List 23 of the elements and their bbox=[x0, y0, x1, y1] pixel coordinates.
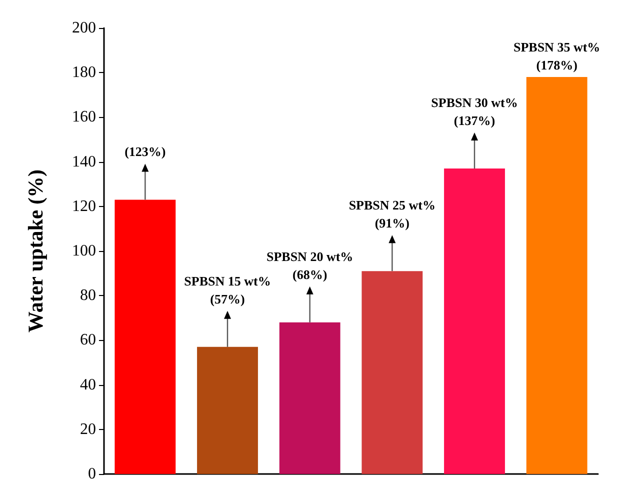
y-tick-label: 60 bbox=[80, 332, 96, 349]
bar bbox=[279, 322, 340, 474]
y-tick-label: 140 bbox=[72, 153, 96, 170]
bar bbox=[526, 77, 588, 474]
y-tick-label: 0 bbox=[88, 466, 96, 482]
y-axis-title: Water uptake (%) bbox=[24, 170, 48, 332]
y-tick-label: 120 bbox=[72, 198, 96, 215]
bar bbox=[197, 346, 258, 474]
y-tick-label: 160 bbox=[72, 108, 96, 126]
data-label: SPBSN 35 wt% (178%) bbox=[513, 40, 600, 73]
y-tick-label: 80 bbox=[80, 287, 96, 304]
data-label: SPBSN 15 wt% (57%) bbox=[184, 273, 271, 306]
data-label: (123%) bbox=[124, 144, 166, 160]
y-tick-label: 200 bbox=[72, 20, 96, 36]
bar bbox=[444, 168, 505, 474]
y-tick-label: 180 bbox=[72, 64, 96, 82]
y-tick-label: 20 bbox=[80, 420, 96, 438]
data-label: SPBSN 30 wt% (137%) bbox=[431, 94, 518, 128]
bar bbox=[114, 200, 176, 474]
data-label: SPBSN 25 wt% (91%) bbox=[348, 198, 436, 231]
y-tick-label: 40 bbox=[80, 376, 96, 394]
y-tick-label: 100 bbox=[72, 242, 96, 260]
bar bbox=[362, 271, 423, 474]
